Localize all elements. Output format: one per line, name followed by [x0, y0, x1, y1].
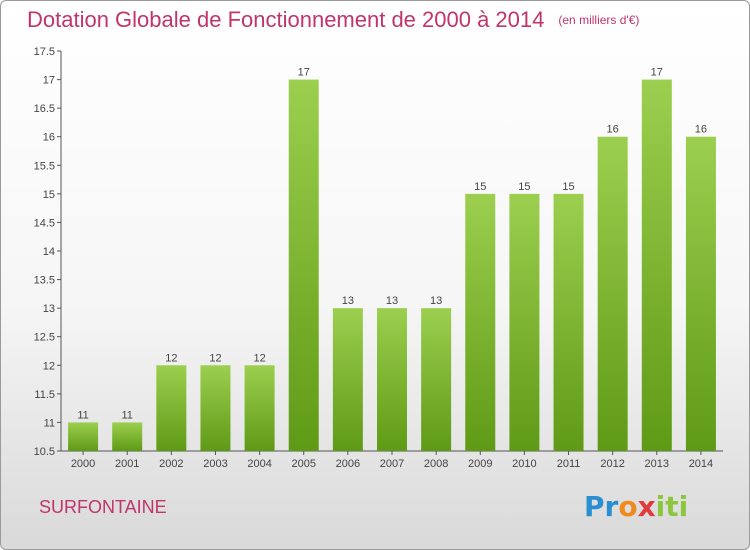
y-tick-label: 14.5 [34, 217, 55, 229]
bar-2013 [641, 79, 672, 452]
logo-part-3: x [637, 490, 656, 523]
data-label-2008: 13 [430, 295, 442, 307]
y-tick-label: 13 [43, 303, 55, 315]
bar-2014 [685, 136, 716, 451]
bar-2004 [244, 365, 275, 451]
chart-title: Dotation Globale de Fonctionnement de 20… [27, 7, 639, 33]
y-tick-label: 12.5 [34, 332, 55, 344]
data-label-2010: 15 [518, 181, 530, 193]
bar-2008 [421, 308, 452, 451]
bar-2003 [200, 365, 231, 451]
data-label-2006: 13 [342, 295, 354, 307]
y-tick-label: 16.5 [34, 103, 55, 115]
x-tick-label-2007: 2007 [380, 458, 404, 470]
bar-2011 [553, 193, 584, 451]
y-tick-label: 12 [43, 360, 55, 372]
x-tick-label-2003: 2003 [203, 458, 227, 470]
y-tick-label: 15 [43, 189, 55, 201]
x-tick-label-2006: 2006 [336, 458, 360, 470]
x-tick-label-2011: 2011 [557, 458, 581, 470]
data-label-2009: 15 [474, 181, 486, 193]
y-tick-label: 16 [43, 132, 55, 144]
bar-2012 [597, 136, 628, 451]
x-tick-label-2009: 2009 [468, 458, 492, 470]
title-text: Dotation Globale de Fonctionnement de 20… [27, 7, 545, 32]
x-tick-label-2002: 2002 [159, 458, 183, 470]
data-label-2012: 16 [607, 124, 619, 136]
unit-label: (en milliers d'€) [558, 13, 640, 27]
y-tick-label: 15.5 [34, 160, 55, 172]
bar-2001 [112, 422, 143, 451]
bar-2010 [509, 193, 540, 451]
y-tick-label: 13.5 [34, 275, 55, 287]
data-label-2011: 15 [562, 181, 574, 193]
data-label-2013: 17 [651, 67, 663, 79]
bar-2009 [465, 193, 496, 451]
y-tick-label: 11.5 [34, 389, 55, 401]
commune-name: SURFONTAINE [39, 497, 167, 517]
data-label-2003: 12 [209, 352, 221, 364]
x-tick-label-2012: 2012 [600, 458, 624, 470]
data-label-2014: 16 [695, 124, 707, 136]
x-tick-label-2010: 2010 [512, 458, 536, 470]
x-tick-label-2004: 2004 [247, 458, 271, 470]
bar-2005 [288, 79, 319, 452]
bar-2000 [68, 422, 99, 451]
x-tick-label-2005: 2005 [291, 458, 315, 470]
y-tick-label: 14 [43, 246, 55, 258]
data-label-2005: 17 [298, 67, 310, 79]
data-label-2000: 11 [77, 409, 88, 421]
y-tick-label: 10.5 [34, 446, 55, 458]
bar-2006 [332, 308, 363, 451]
x-tick-label-2001: 2001 [115, 458, 139, 470]
data-label-2002: 12 [165, 352, 177, 364]
x-tick-label-2008: 2008 [424, 458, 448, 470]
y-tick-label: 17.5 [34, 46, 55, 58]
y-tick-label: 17 [43, 75, 55, 87]
x-tick-label-2000: 2000 [71, 458, 95, 470]
bar-2002 [156, 365, 187, 451]
logo-part-2: o [618, 490, 638, 523]
data-label-2001: 11 [121, 409, 132, 421]
logo-part-4: iti [655, 490, 689, 523]
x-tick-label-2013: 2013 [645, 458, 669, 470]
logo-part-1: Pr [584, 490, 619, 523]
x-tick-label-2014: 2014 [689, 458, 713, 470]
bar-2007 [377, 308, 407, 451]
data-label-2004: 12 [253, 352, 265, 364]
y-tick-label: 11 [44, 417, 55, 429]
data-label-2007: 13 [386, 295, 398, 307]
proxiti-logo: Proxiti [584, 490, 688, 523]
